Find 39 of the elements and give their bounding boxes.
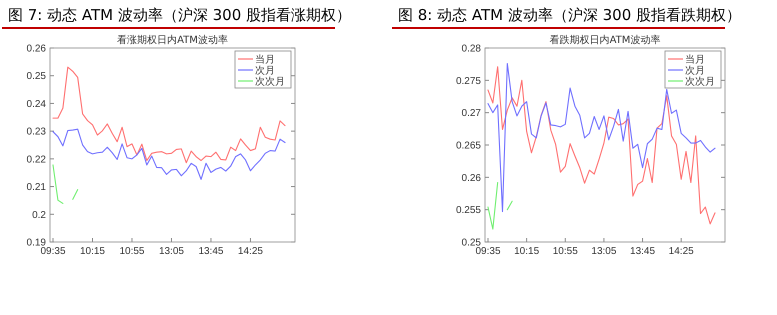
y-tick-label: 0.25: [26, 71, 46, 82]
chart-subtitle: 看涨期权日内ATM波动率: [117, 34, 228, 46]
y-tick-label: 0.22: [26, 154, 46, 166]
y-tick-label: 0.26: [26, 44, 46, 54]
y-tick-label: 0.255: [456, 205, 482, 216]
y-tick-label: 0.24: [26, 98, 46, 110]
x-tick-label: 10:55: [552, 246, 578, 257]
legend-label: 当月: [255, 54, 275, 66]
x-tick-label: 14:25: [668, 246, 694, 257]
x-tick-label: 13:45: [630, 246, 656, 257]
line-series: [52, 128, 286, 180]
chart-title: 图 7: 动态 ATM 波动率（沪深 300 股指看涨期权）: [8, 6, 352, 24]
x-tick-label: 13:45: [198, 246, 224, 257]
y-tick-label: 0.28: [462, 44, 482, 54]
legend-label: 次月: [685, 66, 705, 76]
y-tick-label: 0.265: [456, 140, 482, 152]
y-tick-label: 0.23: [26, 126, 46, 138]
x-tick-label: 10:55: [119, 246, 145, 257]
x-tick-label: 13:05: [158, 246, 184, 257]
legend-label: 次月: [255, 66, 275, 76]
x-tick-label: 10:15: [514, 246, 540, 257]
line-series: [52, 66, 286, 164]
y-tick-label: 0.21: [26, 182, 46, 194]
y-tick-label: 0.275: [456, 76, 482, 87]
y-tick-label: 0.26: [462, 172, 482, 184]
y-tick-label: 0.2: [32, 210, 46, 221]
legend-label: 当月: [685, 54, 705, 66]
x-tick-label: 13:05: [591, 246, 617, 257]
y-tick-label: 0.27: [462, 108, 482, 120]
legend-label: 次次月: [255, 76, 285, 88]
chart-title: 图 8: 动态 ATM 波动率（沪深 300 股指看跌期权）: [398, 6, 742, 24]
y-tick-label: 0.19: [26, 238, 46, 248]
y-tick-label: 0.25: [462, 238, 482, 248]
legend-label: 次次月: [685, 76, 715, 88]
x-tick-label: 09:35: [475, 246, 501, 257]
x-tick-label: 10:15: [80, 246, 106, 257]
chart-subtitle: 看跌期权日内ATM波动率: [550, 34, 660, 46]
x-tick-label: 14:25: [238, 246, 264, 257]
x-tick-label: 09:35: [40, 246, 66, 257]
